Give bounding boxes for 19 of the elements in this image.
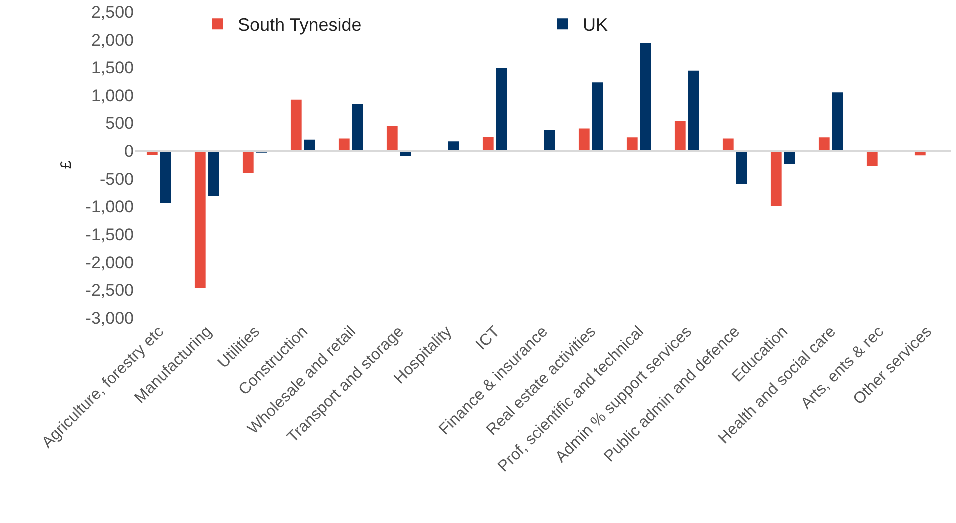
legend-label: UK — [583, 15, 608, 36]
y-tick-label: 0 — [124, 142, 134, 162]
bar — [735, 150, 748, 185]
y-tick-label: 1,000 — [91, 86, 134, 106]
y-tick-label: -1,000 — [86, 198, 134, 217]
y-tick-label: 2,500 — [91, 2, 134, 22]
y-tick-label: -500 — [100, 170, 134, 189]
bar — [866, 150, 879, 168]
y-tick-label: 500 — [106, 114, 134, 134]
y-tick-label: 2,000 — [91, 30, 134, 50]
y-tick-label: -2,000 — [86, 253, 134, 272]
y-axis-title: £ — [58, 160, 76, 170]
bar — [543, 129, 556, 152]
y-tick-label: 1,500 — [91, 58, 134, 78]
y-tick-label: -2,500 — [86, 281, 134, 300]
y-tick-label: -3,000 — [86, 308, 134, 328]
bar — [386, 125, 399, 152]
legend-label: South Tyneside — [238, 15, 362, 36]
y-tick-label: -1,500 — [86, 226, 134, 244]
